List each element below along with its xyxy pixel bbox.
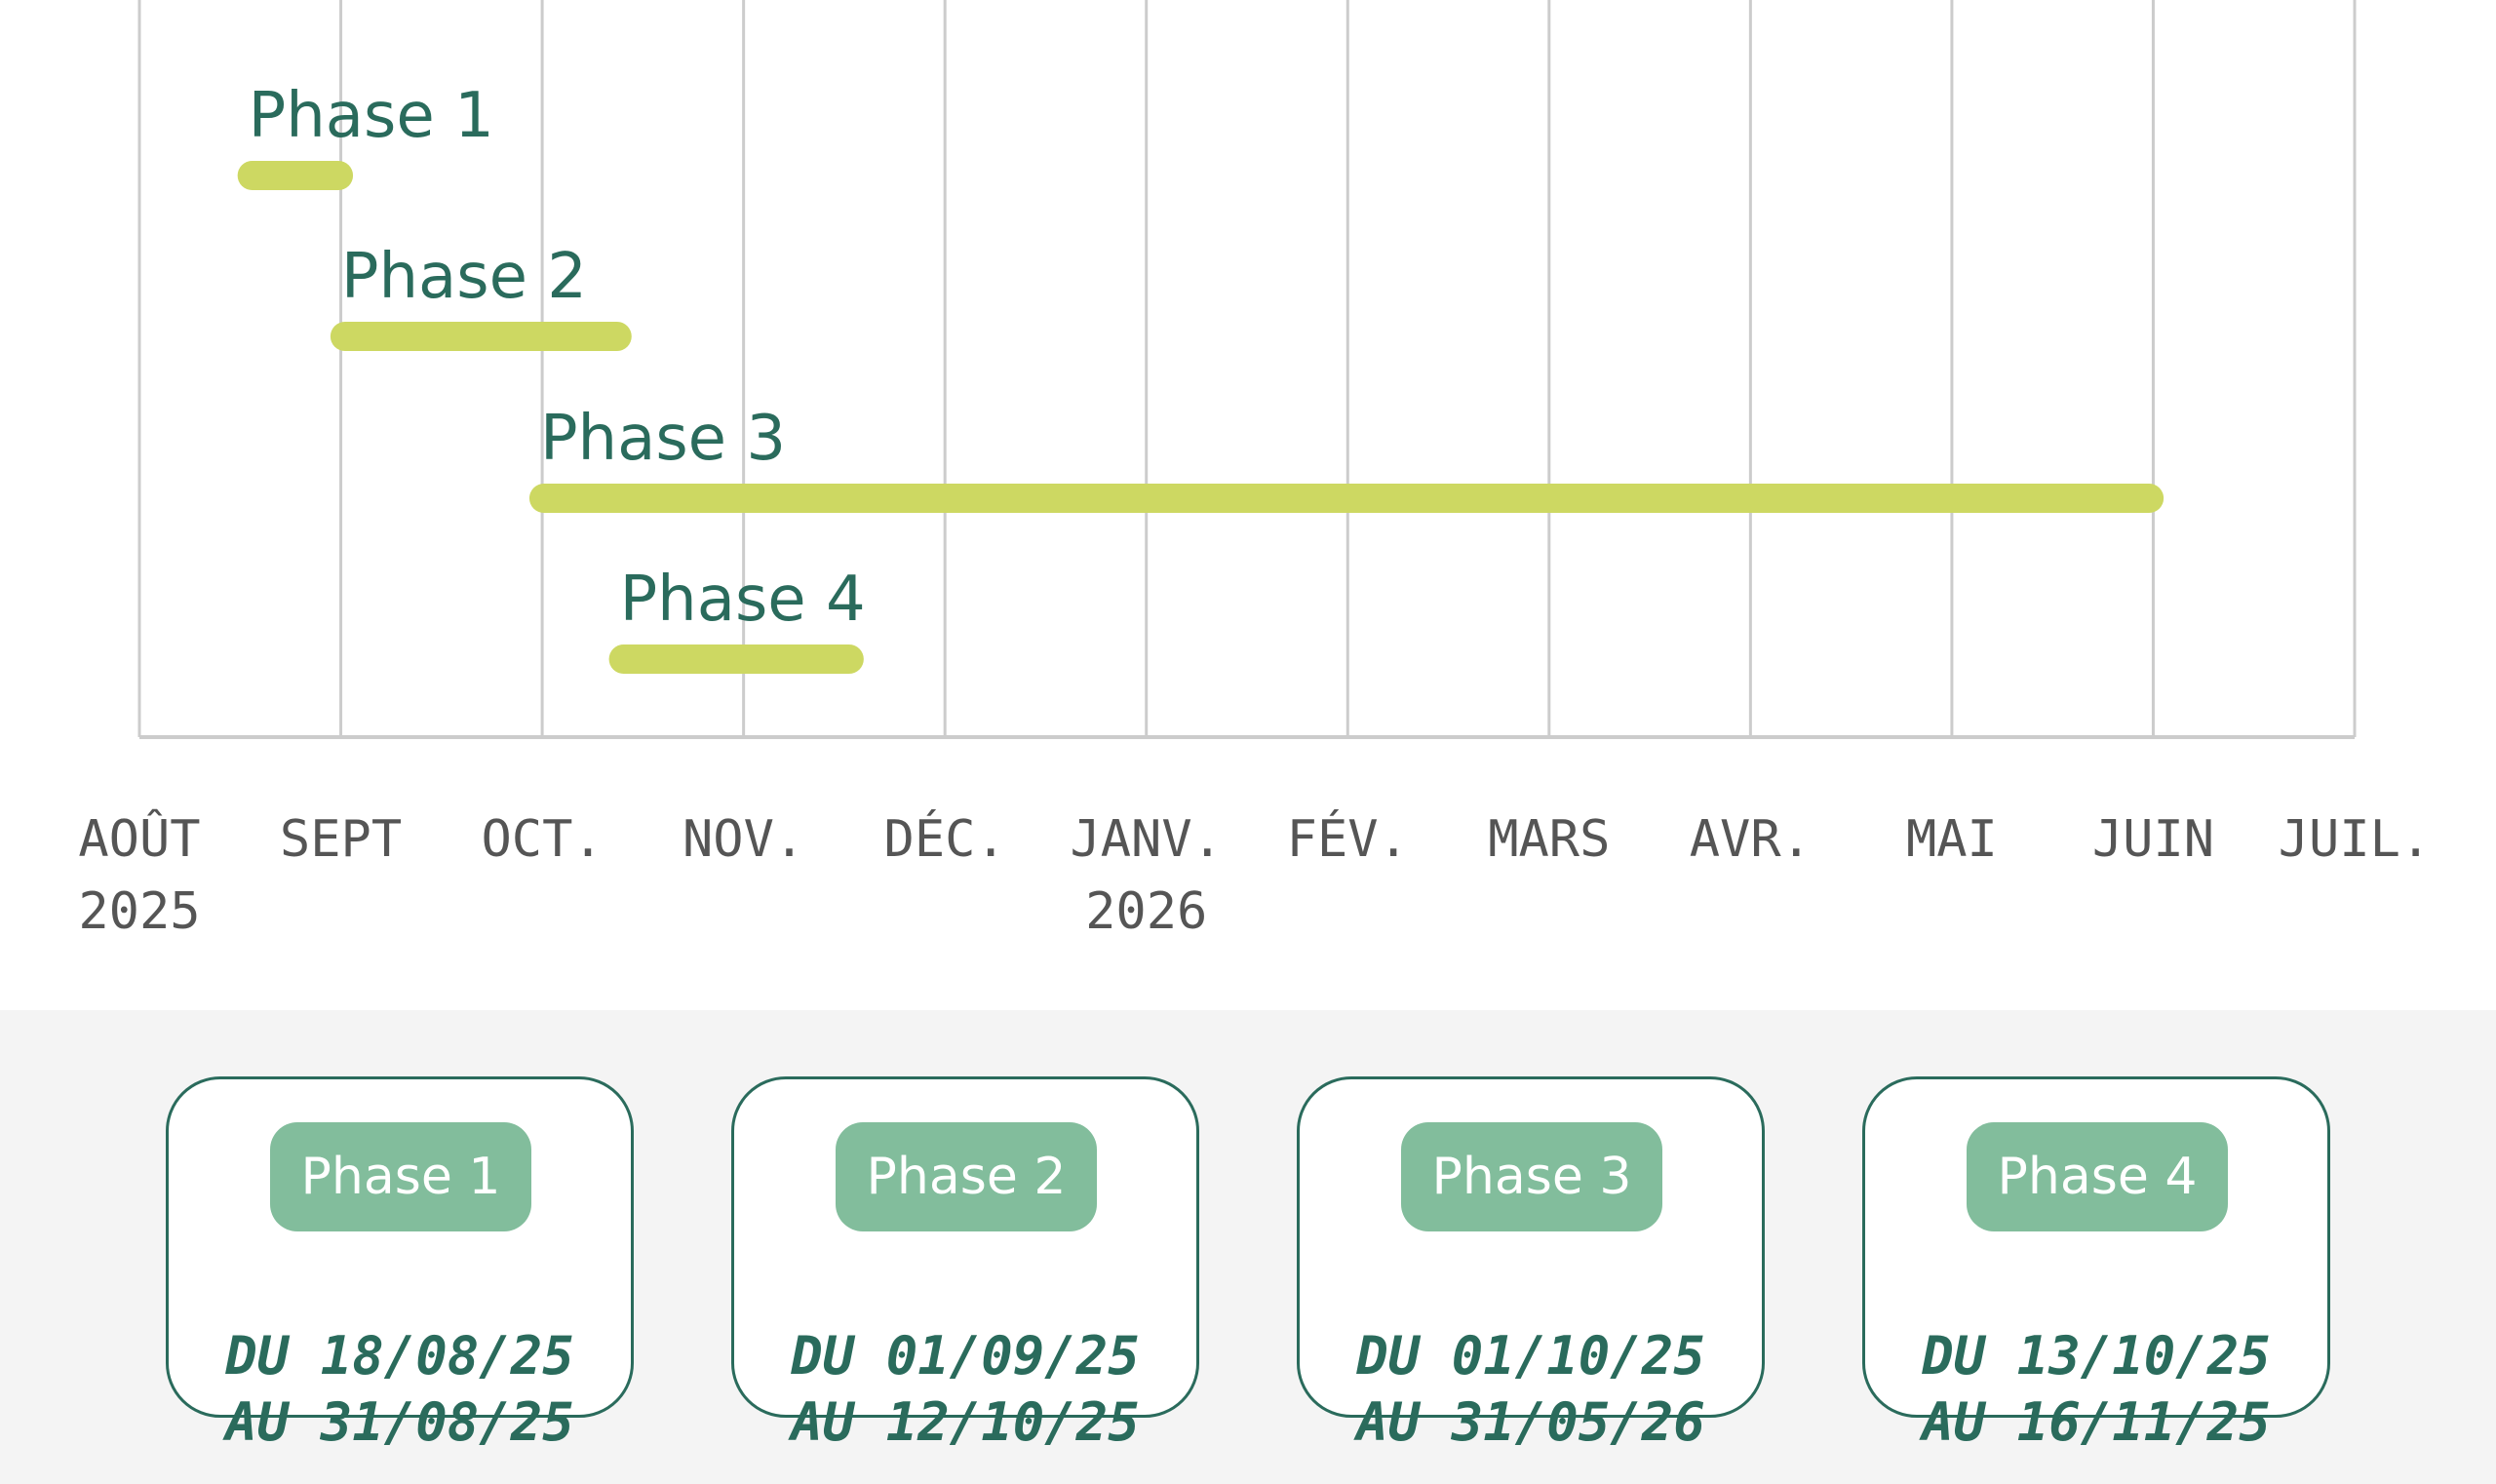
task-label-3: Phase 3 <box>540 403 786 475</box>
month-label-7: FÉV. <box>1250 803 1445 876</box>
month-name: JUIN <box>2091 810 2215 869</box>
phase-card-2: Phase 2 DU 01/09/25 AU 12/10/25 <box>731 1076 1199 1453</box>
month-name: MAI <box>1905 810 1998 869</box>
gantt-plot: Phase 1 Phase 2 Phase 3 Phase 4 <box>137 0 2357 739</box>
month-name: JUIL. <box>2278 810 2432 869</box>
phase-card-1: Phase 1 DU 18/08/25 AU 31/08/25 <box>166 1076 634 1453</box>
month-label-10: MAI <box>1854 803 2049 876</box>
task-label-1: Phase 1 <box>249 80 494 152</box>
month-name: MARS <box>1488 810 1611 869</box>
month-name: AOÛT <box>78 810 201 869</box>
month-label-11: JUIN <box>2055 803 2250 876</box>
phase-start-3: DU 01/10/25 <box>1356 1325 1705 1386</box>
month-label-2: SEPT <box>244 803 439 876</box>
phase-start-1: DU 18/08/25 <box>225 1325 574 1386</box>
month-name: AVR. <box>1689 810 1812 869</box>
month-name: OCT. <box>481 810 604 869</box>
phase-card-3: Phase 3 DU 01/10/25 AU 31/05/26 <box>1297 1076 1765 1453</box>
month-label-4: NOV. <box>646 803 841 876</box>
month-name: DÉC. <box>883 810 1006 869</box>
phase-start-2: DU 01/09/25 <box>791 1325 1140 1386</box>
month-name: NOV. <box>682 810 805 869</box>
phase-end-4: AU 16/11/25 <box>1922 1391 2271 1453</box>
phase-cards: Phase 1 DU 18/08/25 AU 31/08/25 Phase 2 … <box>0 1010 2496 1484</box>
month-label-12: JUIL. <box>2257 803 2452 876</box>
phase-end-2: AU 12/10/25 <box>791 1391 1140 1453</box>
phase-pill-2: Phase 2 <box>836 1122 1097 1231</box>
month-label-5: DÉC. <box>847 803 1042 876</box>
phase-end-1: AU 31/08/25 <box>225 1391 574 1453</box>
task-label-2: Phase 2 <box>341 241 587 313</box>
month-label-1: AOÛT 2025 <box>42 803 237 948</box>
task-label-4: Phase 4 <box>620 564 866 636</box>
gantt-chart: Phase 1 Phase 2 Phase 3 Phase 4 AOÛT 2025 SEP… <box>42 0 2452 948</box>
year-label: 2026 <box>1085 882 1208 941</box>
year-label: 2025 <box>78 882 201 941</box>
month-name: FÉV. <box>1286 810 1409 869</box>
phase-start-4: DU 13/10/25 <box>1922 1325 2271 1386</box>
month-name: JANV. <box>1070 810 1223 869</box>
month-name: SEPT <box>279 810 403 869</box>
month-label-3: OCT. <box>445 803 640 876</box>
phase-pill-4: Phase 4 <box>1967 1122 2228 1231</box>
phase-pill-1: Phase 1 <box>270 1122 531 1231</box>
month-label-6: JANV. 2026 <box>1049 803 1244 948</box>
phase-pill-3: Phase 3 <box>1401 1122 1662 1231</box>
phase-end-3: AU 31/05/26 <box>1356 1391 1705 1453</box>
month-label-9: AVR. <box>1653 803 1848 876</box>
month-label-8: MARS <box>1452 803 1647 876</box>
phase-card-4: Phase 4 DU 13/10/25 AU 16/11/25 <box>1862 1076 2330 1453</box>
